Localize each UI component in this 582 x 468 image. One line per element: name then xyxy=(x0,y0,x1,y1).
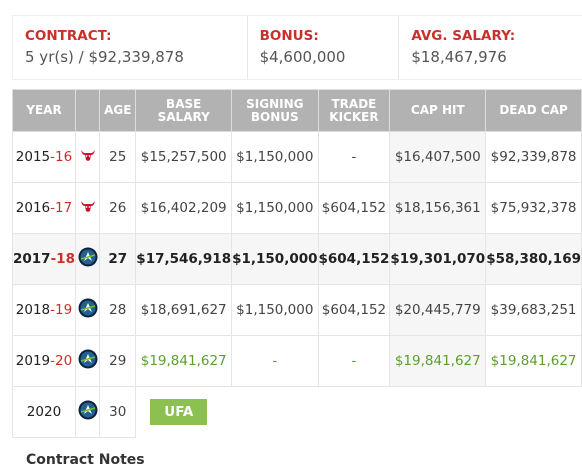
age: 26 xyxy=(99,182,137,234)
signing-bonus: $1,150,000 xyxy=(231,233,319,285)
year-start: 2018 xyxy=(15,302,51,318)
cap-hit: $18,156,361 xyxy=(389,182,487,234)
cap-hit: $16,407,500 xyxy=(389,131,487,183)
age: 25 xyxy=(99,131,137,183)
trade-kicker: $604,152 xyxy=(317,284,391,336)
dead-cap: $58,380,169 xyxy=(485,233,582,285)
team-logo xyxy=(78,247,98,267)
base-salary: $19,841,627 xyxy=(135,335,233,387)
signing-bonus: $1,150,000 xyxy=(231,182,319,234)
year-start: 2015 xyxy=(15,149,51,165)
trade-kicker: - xyxy=(317,131,391,183)
header xyxy=(74,89,101,132)
trade-kicker: $604,152 xyxy=(317,233,391,285)
dead-cap: $19,841,627 xyxy=(485,335,582,387)
contract-row: 2019-20 29 $19,841,627- - $19,841,627 $19,841… xyxy=(12,335,582,387)
summary-item: CONTRACT: 5 yr(s) / $92,339,878 xyxy=(13,16,248,79)
header: CAP HIT xyxy=(389,89,487,132)
summary-value: $18,467,976 xyxy=(411,48,507,66)
signing-bonus: $1,150,000 xyxy=(231,131,319,183)
base-salary: $17,546,918 xyxy=(135,233,233,285)
year-start: 2017 xyxy=(13,251,51,267)
year-end: -17 xyxy=(50,200,73,216)
logo-cell xyxy=(74,182,101,234)
year-cell: 2018-19 xyxy=(12,284,76,336)
contract-summary: CONTRACT: 5 yr(s) / $92,339,878 BONUS: $4,… xyxy=(12,15,582,80)
logo-cell xyxy=(74,131,101,183)
summary-item: BONUS: $4,600,000 xyxy=(248,16,400,79)
notes-title: Contract Notes xyxy=(26,452,145,468)
year-cell: 2015-16 xyxy=(12,131,76,183)
summary-value: $4,600,000 xyxy=(259,48,346,66)
year-end: -16 xyxy=(50,149,73,165)
header: TRADE KICKER xyxy=(317,89,391,132)
logo-cell xyxy=(74,386,101,438)
age: 29 xyxy=(99,335,137,387)
logo-cell xyxy=(74,233,101,285)
logo-cell xyxy=(74,284,101,336)
header: BASE SALARY xyxy=(135,89,233,132)
team-logo xyxy=(80,150,95,161)
cap-hit: $19,841,627 xyxy=(389,335,487,387)
cap-hit: $20,445,779 xyxy=(389,284,487,336)
summary-item: AVG. SALARY: $18,467,976 xyxy=(399,16,582,79)
contract-row: 2020 30 UFA xyxy=(12,386,582,438)
year-cell: 2020 xyxy=(12,386,76,438)
contract-row: 2016-17 26 $16,402,209 $1,150,000 $604,152 $1… xyxy=(12,182,582,234)
contract-table: YEAR AGE BASE SALARY SIGNING BONUS TRADE K… xyxy=(12,89,582,438)
age: 28 xyxy=(99,284,137,336)
base-salary: $15,257,500 xyxy=(135,131,233,183)
header: SIGNING BONUS xyxy=(231,89,319,132)
contract-row: 2017-18 27 $17,546,918 $1,150,000 $604,152 $1… xyxy=(12,233,582,285)
base-salary: $16,402,209 xyxy=(135,182,233,234)
dead-cap: $92,339,878 xyxy=(485,131,582,183)
year-end: -19 xyxy=(50,302,73,318)
summary-label: AVG. SALARY: xyxy=(411,28,516,44)
header-row: YEAR AGE BASE SALARY SIGNING BONUS TRADE K… xyxy=(12,89,582,132)
trade-kicker: - xyxy=(317,335,391,387)
signing-bonus: $1,150,000 xyxy=(231,284,319,336)
age: 30 xyxy=(99,386,137,438)
summary-value: 5 yr(s) / $92,339,878 xyxy=(25,48,184,66)
status-badge: UFA xyxy=(150,399,208,426)
year-cell: 2019-20 xyxy=(12,335,76,387)
header: YEAR xyxy=(12,89,76,132)
header: AGE xyxy=(99,89,137,132)
dead-cap: $75,932,378 xyxy=(485,182,582,234)
trade-kicker: $604,152 xyxy=(317,182,391,234)
summary-label: BONUS: xyxy=(259,28,319,44)
contract-row: 2018-19 28 $18,691,627 $1,150,000 $604,152 $2… xyxy=(12,284,582,336)
signing-bonus: - xyxy=(231,335,319,387)
status-cell: UFA xyxy=(136,387,582,438)
team-logo xyxy=(80,201,95,212)
cap-hit: $19,301,070 xyxy=(389,233,487,285)
year-start: 2016 xyxy=(15,200,51,216)
team-logo xyxy=(78,400,98,420)
year-end: -20 xyxy=(50,353,73,369)
year-cell: 2016-17 xyxy=(12,182,76,234)
year-end: -18 xyxy=(50,251,75,267)
header: DEAD CAP xyxy=(485,89,582,132)
team-logo xyxy=(78,349,98,369)
base-salary: $18,691,627 xyxy=(135,284,233,336)
summary-label: CONTRACT: xyxy=(25,28,112,44)
contract-row: 2015-16 25 $15,257,500 $1,150,000- $16,407,5… xyxy=(12,131,582,183)
age: 27 xyxy=(99,233,137,285)
year-start: 2019 xyxy=(15,353,51,369)
dead-cap: $39,683,251 xyxy=(485,284,582,336)
year-cell: 2017-18 xyxy=(12,233,76,285)
logo-cell xyxy=(74,335,101,387)
team-logo xyxy=(78,298,98,318)
year-start: 2020 xyxy=(26,404,62,420)
